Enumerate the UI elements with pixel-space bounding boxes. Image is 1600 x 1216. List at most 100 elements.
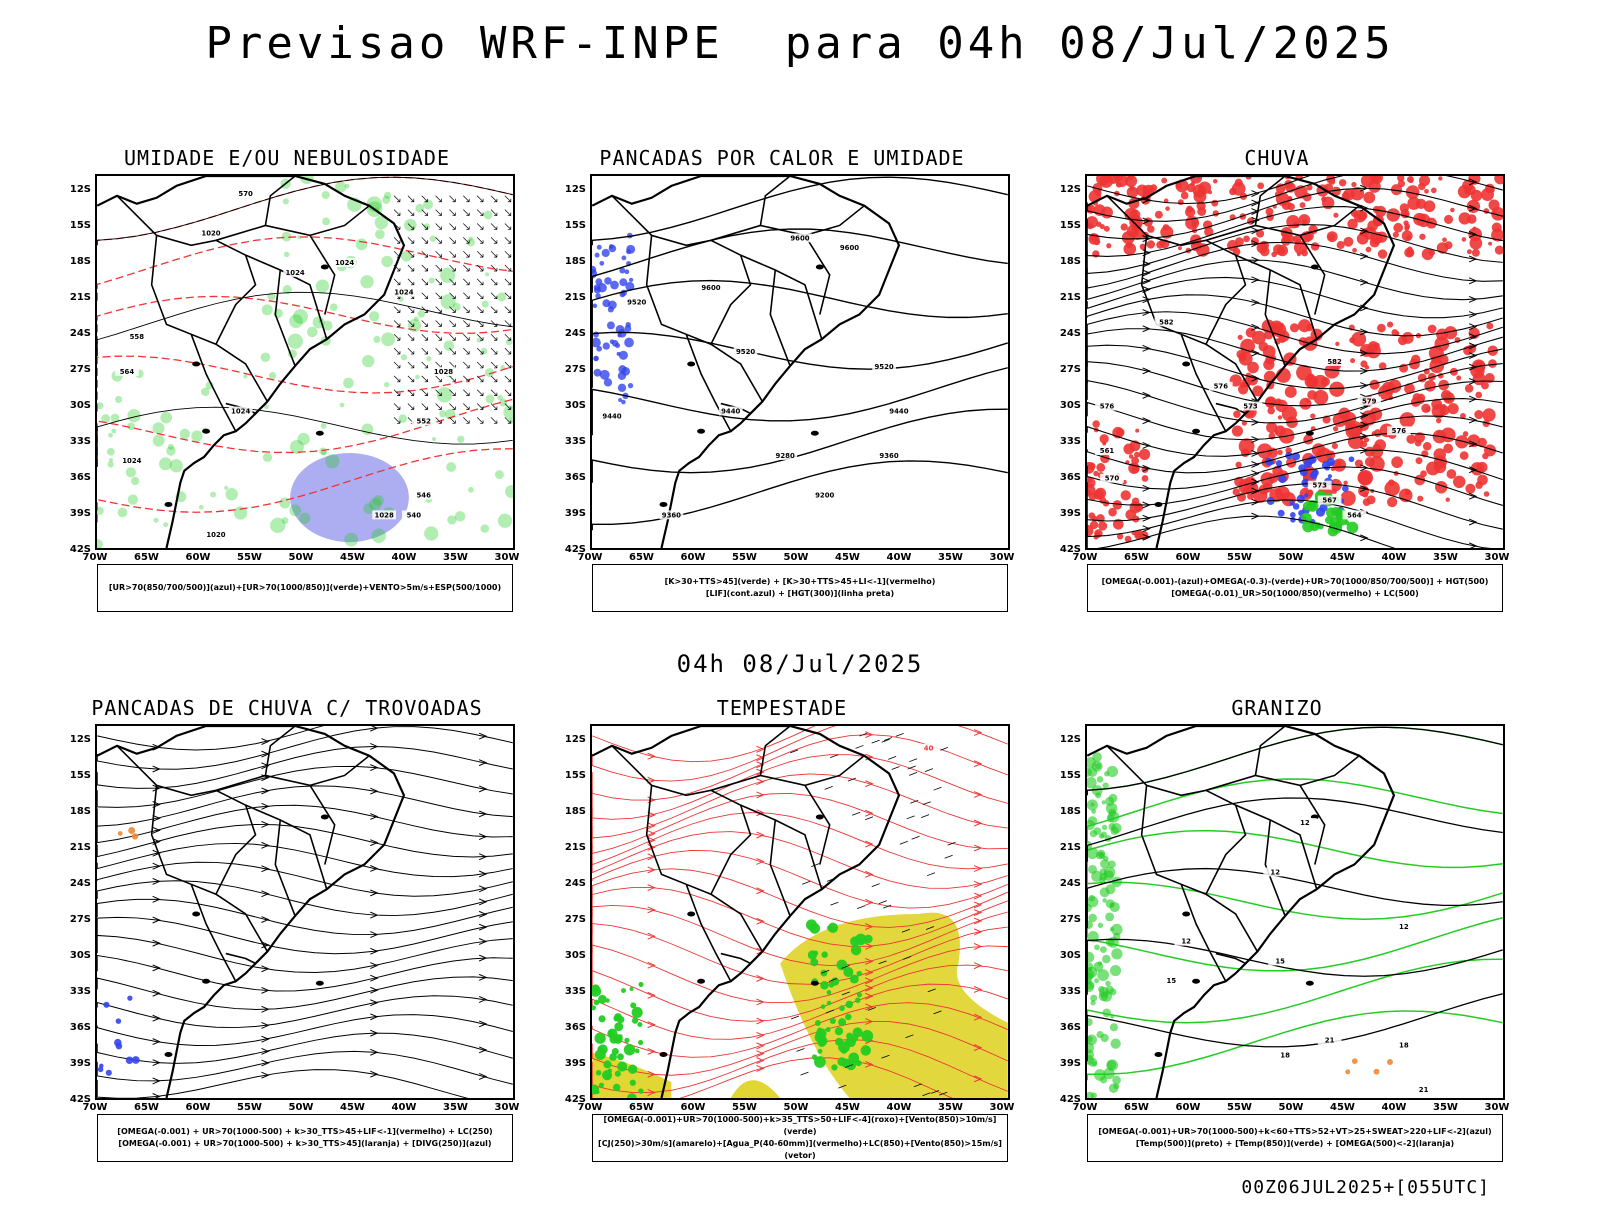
shaded-area	[1162, 224, 1170, 231]
wind-vector	[504, 403, 512, 410]
wind-vector	[947, 841, 956, 846]
shaded-area	[1430, 187, 1437, 194]
shaded-area	[483, 210, 493, 220]
shaded-area	[382, 195, 391, 204]
contour-label: 546	[417, 492, 432, 500]
contour-label: 1024	[394, 289, 413, 297]
streamline-arrow	[1251, 323, 1260, 331]
shaded-area	[624, 337, 634, 348]
shaded-area	[820, 981, 829, 990]
shaded-area	[499, 398, 508, 407]
streamline-arrow	[647, 884, 656, 891]
lon-tick-label: 55W	[732, 552, 757, 563]
streamline	[1087, 466, 1503, 506]
shaded-area	[1406, 176, 1414, 183]
shaded-area	[297, 235, 302, 240]
streamline	[592, 726, 816, 763]
streamline-arrow	[1251, 349, 1260, 357]
shaded-area	[1177, 246, 1182, 251]
lon-tick-label: 65W	[1124, 1102, 1149, 1113]
shaded-area	[1165, 206, 1170, 211]
border-line	[116, 195, 257, 325]
shaded-area	[598, 1082, 605, 1088]
wind-vector	[476, 320, 484, 327]
shaded-area	[1231, 181, 1246, 196]
contour-label-bg	[788, 233, 812, 243]
lat-tick-label: 18S	[564, 806, 586, 817]
contour-line	[592, 331, 1008, 388]
shaded-area	[1092, 183, 1103, 193]
streamline-arrow	[1360, 446, 1369, 454]
shaded-area	[283, 251, 290, 258]
lake-marker	[192, 361, 201, 367]
streamline-arrow	[370, 839, 379, 847]
wind-vector	[421, 292, 429, 300]
wind-vector	[504, 209, 512, 216]
shaded-area	[624, 325, 632, 333]
lat-tick-label: 42S	[564, 1094, 586, 1105]
streamline-arrow	[865, 1003, 874, 1011]
shaded-area	[1134, 451, 1140, 458]
wind-vector	[435, 375, 442, 383]
shaded-area	[372, 495, 384, 506]
shaded-area	[1302, 501, 1312, 511]
lake-marker	[697, 978, 706, 984]
streamline-arrow	[261, 865, 270, 873]
map-frame: 12S 15S 18S 21S 24S 27S 30S 33S 36S 39S 42S 70W 65W 6…	[70, 724, 519, 1113]
shaded-area	[845, 1000, 854, 1009]
shaded-area	[1311, 469, 1319, 477]
wind-vector	[449, 292, 456, 300]
contour-line	[1087, 881, 1503, 938]
lat-tick-label: 33S	[1059, 436, 1081, 447]
shaded-area	[1343, 480, 1348, 485]
wind-vector	[449, 347, 456, 355]
shaded-area	[827, 925, 833, 931]
shaded-area	[1109, 927, 1115, 932]
shaded-area	[1391, 456, 1403, 469]
shaded-area	[634, 1048, 640, 1054]
shaded-area	[1102, 954, 1111, 964]
contour-label-bg	[1095, 401, 1119, 411]
wind-vector	[476, 223, 484, 230]
shaded-area	[1302, 192, 1312, 202]
shaded-area	[1414, 432, 1426, 443]
shaded-area	[1141, 475, 1149, 482]
contour-line	[97, 448, 513, 523]
shaded-area	[1494, 176, 1503, 185]
streamline-arrow	[756, 1017, 765, 1025]
wind-vector	[407, 334, 415, 341]
shaded-area	[1290, 517, 1296, 523]
shaded-area	[1456, 375, 1462, 381]
shaded-area	[1275, 183, 1286, 194]
shaded-area	[366, 196, 383, 212]
contour-label: 9600	[840, 244, 859, 252]
wind-vector	[407, 320, 415, 327]
shaded-area	[1090, 802, 1095, 807]
shaded-area	[1124, 535, 1132, 543]
shaded-area	[1357, 470, 1374, 486]
streamline-arrow	[865, 977, 874, 985]
shaded-area	[1112, 932, 1121, 941]
wind-vector	[476, 209, 484, 216]
wind-vector	[435, 278, 442, 286]
wind-vector	[867, 1007, 876, 1011]
wind-vector	[883, 904, 892, 909]
streamline-arrow	[1142, 367, 1151, 375]
contour-line	[1087, 867, 1503, 929]
shaded-area	[1269, 320, 1284, 335]
streamline	[97, 934, 513, 973]
wind-vector	[463, 334, 470, 341]
shaded-area	[595, 1089, 600, 1095]
wind-vector	[921, 814, 930, 819]
streamline-arrow	[647, 1070, 656, 1078]
shaded-area	[1099, 887, 1110, 898]
wind-vector	[504, 223, 512, 230]
streamline	[1087, 515, 1396, 548]
streamline-arrow	[478, 910, 488, 918]
shaded-area	[1460, 412, 1466, 419]
panel-title: PANCADAS DE CHUVA C/ TROVOADAS	[91, 696, 483, 720]
wind-vector	[421, 306, 429, 313]
legend-line: [OMEGA(-0.001)-(azul)+OMEGA(-0.3)-(verde…	[1101, 577, 1489, 586]
shaded-area	[1099, 859, 1110, 869]
lon-tick-label: 35W	[1433, 1102, 1458, 1113]
